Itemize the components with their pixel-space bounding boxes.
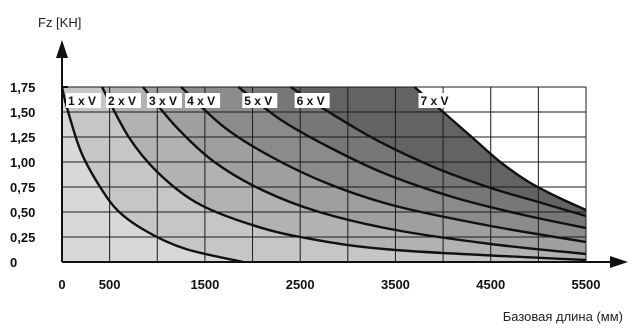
x-tick-label-1: 500: [99, 277, 121, 292]
y-axis-arrow: [56, 40, 68, 58]
x-tick-label-0: 0: [58, 277, 65, 292]
band-label-6: 6 x V: [297, 94, 325, 108]
y-tick-label-3: 0,75: [10, 180, 35, 195]
bands-layer: [62, 87, 586, 262]
curve-3: [142, 86, 587, 256]
band-label-1: 1 x V: [68, 94, 96, 108]
band-label-bg-4: [185, 93, 221, 108]
y-tick-label-0: 0: [10, 255, 17, 270]
curve-1: [60, 86, 244, 264]
x-tick-label-3: 2500: [286, 277, 315, 292]
band-fill-2: [62, 87, 586, 262]
y-tick-label-7: 1,75: [10, 80, 35, 95]
band-label-7: 7 x V: [421, 94, 449, 108]
grid-layer: [62, 86, 587, 262]
band-label-bg-1: [66, 93, 101, 108]
band-label-bg-6: [294, 93, 330, 108]
band-label-bg-7: [418, 93, 454, 108]
x-tick-label-5: 4500: [476, 277, 505, 292]
curve-2: [100, 86, 587, 262]
curve-4: [180, 86, 587, 244]
band-label-bg-3: [146, 93, 182, 108]
band-labels-layer: 1 x V 2 x V 3 x V 4 x V 5 x V 6 x V 7 x V: [66, 93, 454, 108]
x-axis-label: Базовая длина (мм): [503, 309, 623, 324]
x-tick-label-6: 5500: [572, 277, 601, 292]
band-label-bg-2: [106, 93, 142, 108]
curve-5: [237, 86, 587, 230]
axes-layer: [56, 40, 628, 268]
x-tick-label-4: 3500: [381, 277, 410, 292]
band-label-5: 5 x V: [244, 94, 272, 108]
x-tick-label-2: 1500: [190, 277, 219, 292]
band-label-3: 3 x V: [149, 94, 177, 108]
y-axis-label: Fz [KH]: [38, 15, 81, 30]
x-axis-arrow: [610, 256, 628, 268]
band-label-4: 4 x V: [187, 94, 215, 108]
curves-layer: [60, 86, 587, 264]
band-label-bg-5: [242, 93, 278, 108]
curve-7: [413, 86, 587, 212]
tick-labels-layer: 0 0,25 0,50 0,75 1,00 1,25 1,50 1,75 0 500 1500 250…: [10, 80, 600, 292]
y-tick-label-5: 1,25: [10, 130, 35, 145]
y-tick-label-2: 0,50: [10, 205, 35, 220]
curve-6: [290, 86, 587, 218]
y-tick-label-1: 0,25: [10, 230, 35, 245]
band-fill-1: [62, 87, 243, 262]
y-tick-label-4: 1,00: [10, 155, 35, 170]
band-label-2: 2 x V: [108, 94, 136, 108]
y-tick-label-6: 1,50: [10, 105, 35, 120]
